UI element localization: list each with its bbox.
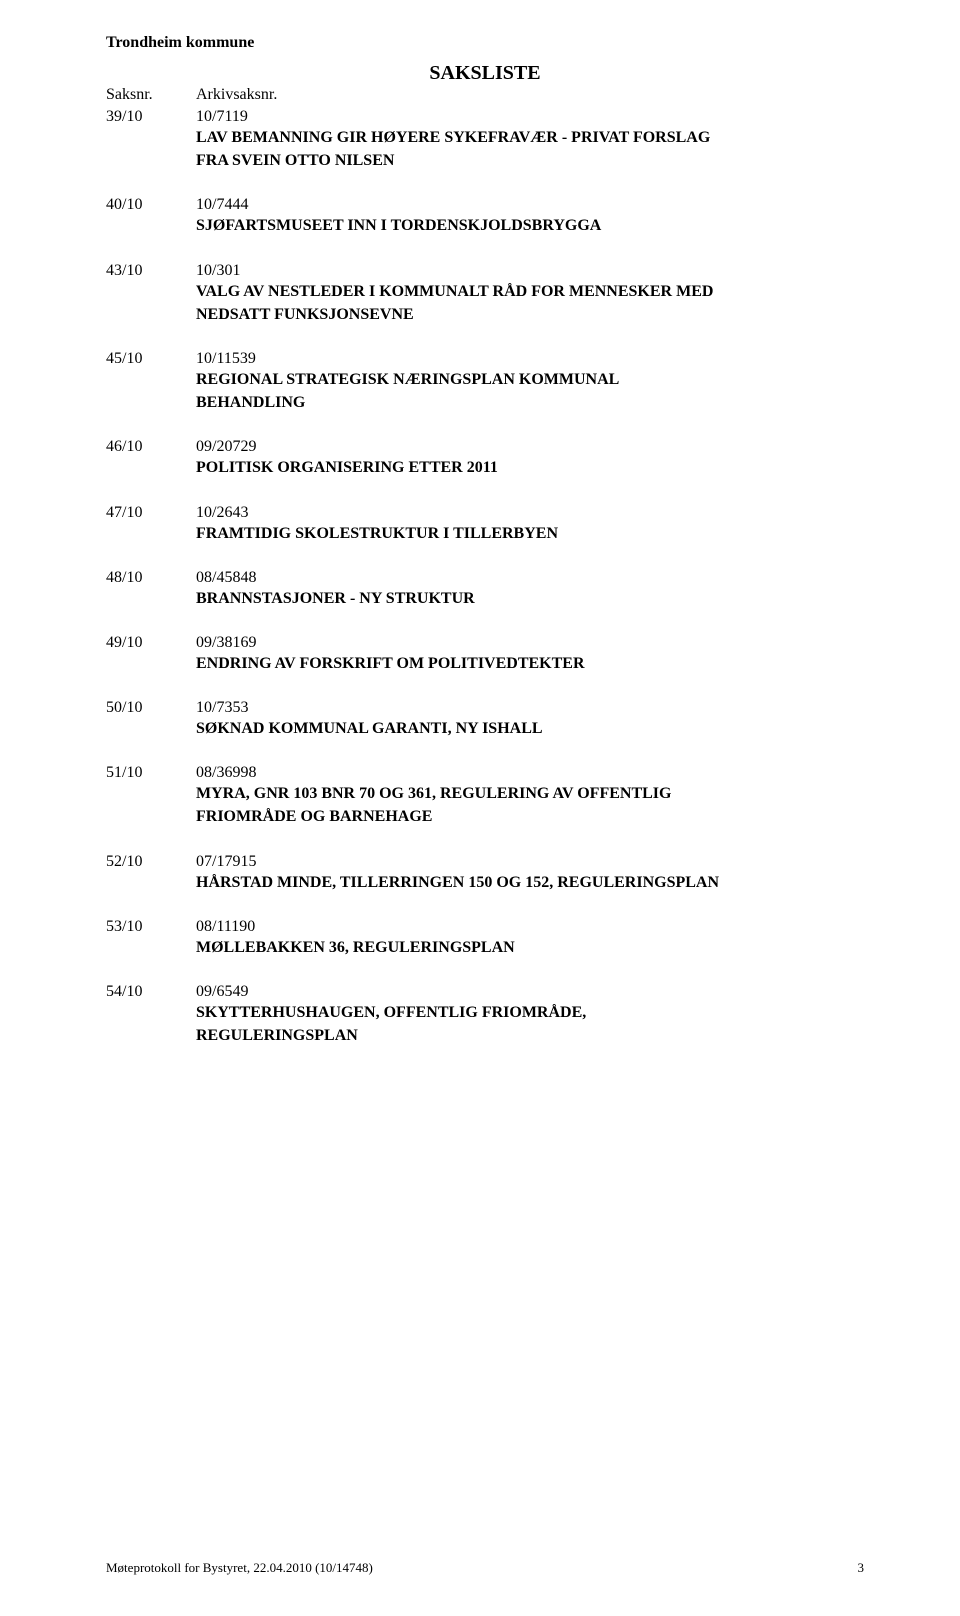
arkivsaksnr: 10/301 — [196, 262, 240, 280]
list-item: 53/10 08/11190 MØLLEBAKKEN 36, REGULERIN… — [106, 918, 864, 959]
arkivsaksnr: 10/2643 — [196, 504, 248, 522]
col-arkivsaksnr: Arkivsaksnr. — [196, 86, 277, 104]
page-number: 3 — [858, 1560, 865, 1576]
list-item: 52/10 07/17915 HÅRSTAD MINDE, TILLERRING… — [106, 853, 864, 894]
saksnr: 51/10 — [106, 764, 196, 782]
arkivsaksnr: 08/45848 — [196, 569, 256, 587]
saksnr: 45/10 — [106, 350, 196, 368]
arkivsaksnr: 07/17915 — [196, 853, 256, 871]
list-item: 46/10 09/20729 POLITISK ORGANISERING ETT… — [106, 438, 864, 479]
saksnr: 48/10 — [106, 569, 196, 587]
list-item: 48/10 08/45848 BRANNSTASJONER - NY STRUK… — [106, 569, 864, 610]
item-title: SØKNAD KOMMUNAL GARANTI, NY ISHALL — [196, 717, 864, 740]
item-title: REGIONAL STRATEGISK NÆRINGSPLAN KOMMUNAL… — [196, 368, 864, 414]
footer-text: Møteprotokoll for Bystyret, 22.04.2010 (… — [106, 1560, 373, 1576]
saksnr: 39/10 — [106, 108, 196, 126]
list-item: 43/10 10/301 VALG AV NESTLEDER I KOMMUNA… — [106, 262, 864, 326]
arkivsaksnr: 09/38169 — [196, 634, 256, 652]
item-title: POLITISK ORGANISERING ETTER 2011 — [196, 456, 864, 479]
list-item: 45/10 10/11539 REGIONAL STRATEGISK NÆRIN… — [106, 350, 864, 414]
saksnr: 52/10 — [106, 853, 196, 871]
item-title: HÅRSTAD MINDE, TILLERRINGEN 150 OG 152, … — [196, 871, 864, 894]
page-footer: Møteprotokoll for Bystyret, 22.04.2010 (… — [106, 1560, 864, 1576]
item-title: FRAMTIDIG SKOLESTRUKTUR I TILLERBYEN — [196, 522, 864, 545]
arkivsaksnr: 08/11190 — [196, 918, 255, 936]
arkivsaksnr: 10/7444 — [196, 196, 248, 214]
item-title: VALG AV NESTLEDER I KOMMUNALT RÅD FOR ME… — [196, 280, 864, 326]
page: Trondheim kommune SAKSLISTE Saksnr. Arki… — [0, 0, 960, 1616]
saksnr: 50/10 — [106, 699, 196, 717]
item-title: LAV BEMANNING GIR HØYERE SYKEFRAVÆR - PR… — [196, 126, 864, 172]
saksnr: 54/10 — [106, 983, 196, 1001]
item-title: SJØFARTSMUSEET INN I TORDENSKJOLDSBRYGGA — [196, 214, 864, 237]
arkivsaksnr: 08/36998 — [196, 764, 256, 782]
list-item: 40/10 10/7444 SJØFARTSMUSEET INN I TORDE… — [106, 196, 864, 237]
list-item: 54/10 09/6549 SKYTTERHUSHAUGEN, OFFENTLI… — [106, 983, 864, 1047]
saksliste-items: 39/10 10/7119 LAV BEMANNING GIR HØYERE S… — [106, 108, 864, 1047]
list-item: 39/10 10/7119 LAV BEMANNING GIR HØYERE S… — [106, 108, 864, 172]
saksnr: 40/10 — [106, 196, 196, 214]
item-title: ENDRING AV FORSKRIFT OM POLITIVEDTEKTER — [196, 652, 864, 675]
arkivsaksnr: 10/11539 — [196, 350, 256, 368]
saksnr: 46/10 — [106, 438, 196, 456]
saksnr: 49/10 — [106, 634, 196, 652]
saksnr: 43/10 — [106, 262, 196, 280]
saksnr: 47/10 — [106, 504, 196, 522]
doc-header: Trondheim kommune — [106, 34, 864, 52]
list-item: 49/10 09/38169 ENDRING AV FORSKRIFT OM P… — [106, 634, 864, 675]
arkivsaksnr: 09/20729 — [196, 438, 256, 456]
item-title: BRANNSTASJONER - NY STRUKTUR — [196, 587, 864, 610]
list-item: 50/10 10/7353 SØKNAD KOMMUNAL GARANTI, N… — [106, 699, 864, 740]
item-title: SKYTTERHUSHAUGEN, OFFENTLIG FRIOMRÅDE, R… — [196, 1001, 864, 1047]
item-title: MØLLEBAKKEN 36, REGULERINGSPLAN — [196, 936, 864, 959]
item-title: MYRA, GNR 103 BNR 70 OG 361, REGULERING … — [196, 782, 864, 828]
arkivsaksnr: 10/7353 — [196, 699, 248, 717]
page-title: SAKSLISTE — [106, 62, 864, 85]
list-item: 47/10 10/2643 FRAMTIDIG SKOLESTRUKTUR I … — [106, 504, 864, 545]
saksnr: 53/10 — [106, 918, 196, 936]
col-saksnr: Saksnr. — [106, 86, 196, 104]
column-headers: Saksnr. Arkivsaksnr. — [106, 86, 864, 104]
list-item: 51/10 08/36998 MYRA, GNR 103 BNR 70 OG 3… — [106, 764, 864, 828]
arkivsaksnr: 09/6549 — [196, 983, 248, 1001]
arkivsaksnr: 10/7119 — [196, 108, 248, 126]
